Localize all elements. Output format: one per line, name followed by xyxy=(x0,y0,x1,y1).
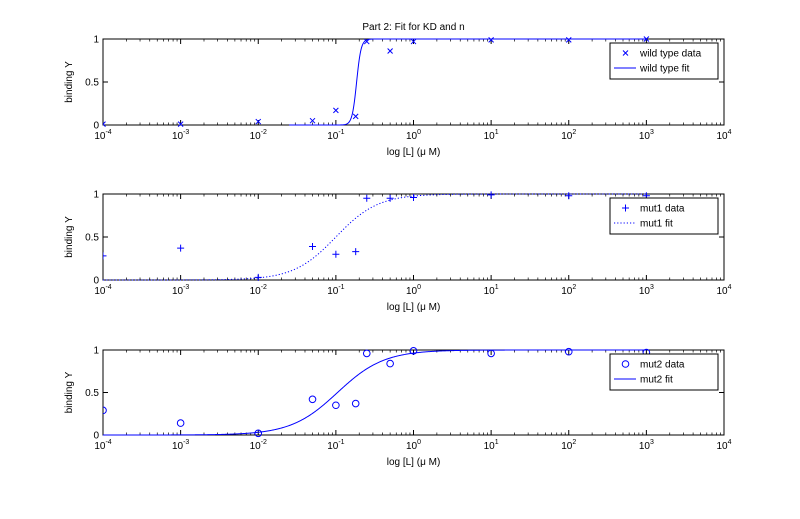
data-point xyxy=(254,429,263,438)
legend-marker-swatch xyxy=(621,360,630,368)
y-axis-label: binding Y xyxy=(64,61,75,103)
data-point xyxy=(410,193,417,201)
x-tick-label: 104 xyxy=(716,129,731,142)
legend: mut1 data mut1 fit xyxy=(609,197,719,235)
legend-label: mut1 data xyxy=(640,204,685,215)
x-tick-label: 10-1 xyxy=(327,439,344,452)
data-point xyxy=(351,399,360,408)
legend-box xyxy=(609,42,719,80)
x-tick-label: 102 xyxy=(561,284,576,297)
x-tick-label: 10-4 xyxy=(94,284,111,297)
x-tick-label: 103 xyxy=(639,284,654,297)
data-point xyxy=(177,121,184,127)
y-tick-label: 0 xyxy=(93,276,99,287)
x-tick-label: 104 xyxy=(716,439,731,452)
data-point xyxy=(103,406,107,415)
x-axis-label: log [L] (μ M) xyxy=(387,457,441,468)
x-tick-label: 103 xyxy=(639,439,654,452)
data-point xyxy=(352,248,360,256)
y-tick-label: 1 xyxy=(93,190,99,201)
y-axis-label: binding Y xyxy=(64,371,75,413)
data-point xyxy=(386,194,394,202)
x-tick-label: 103 xyxy=(639,129,654,142)
data-point xyxy=(386,359,394,368)
data-point xyxy=(176,419,185,427)
chart-panel-2: 10-4 10-3 10-2 10-1 100 101 102 103 104 0 0.5 1 log … xyxy=(64,190,732,314)
x-tick-label: 10-4 xyxy=(94,129,111,142)
legend-marker-swatch xyxy=(622,204,629,212)
fit-line xyxy=(103,349,647,436)
legend: mut2 data mut2 fit xyxy=(609,353,719,391)
x-tick-label: 100 xyxy=(406,284,421,297)
data-point xyxy=(309,117,316,124)
chart-panel-1: 10-4 10-3 10-2 10-1 100 101 102 103 104 0 0.5 1 log … xyxy=(64,22,732,158)
data-point xyxy=(332,250,340,258)
legend-label: mut1 fit xyxy=(640,219,673,230)
data-point xyxy=(103,121,106,127)
x-tick-label: 102 xyxy=(561,439,576,452)
legend-label: mut2 fit xyxy=(640,375,673,386)
data-point xyxy=(177,244,185,252)
legend-box xyxy=(609,197,719,235)
x-tick-label: 10-4 xyxy=(94,439,111,452)
x-tick-label: 100 xyxy=(406,129,421,142)
data-point xyxy=(363,194,371,202)
data-point xyxy=(487,191,495,199)
data-point xyxy=(332,401,340,410)
x-tick-label: 10-3 xyxy=(172,439,189,452)
data-point xyxy=(565,37,572,43)
data-point xyxy=(255,118,262,125)
data-point xyxy=(352,113,359,120)
data-point xyxy=(103,252,107,260)
data-point xyxy=(410,38,417,45)
data-point xyxy=(409,347,418,355)
x-tick-label: 100 xyxy=(406,439,421,452)
x-tick-label: 101 xyxy=(484,284,499,297)
x-tick-label: 102 xyxy=(561,129,576,142)
y-tick-label: 0 xyxy=(93,431,99,442)
fit-line xyxy=(103,193,647,281)
x-tick-label: 101 xyxy=(484,439,499,452)
y-tick-label: 1 xyxy=(93,35,99,46)
legend: wild type data wild type fit xyxy=(609,42,719,80)
x-tick-label: 10-2 xyxy=(250,284,267,297)
x-axis-label: log [L] (μ M) xyxy=(387,147,441,158)
series-group xyxy=(103,191,650,281)
legend-label: mut2 data xyxy=(640,360,685,371)
data-point xyxy=(362,349,371,358)
legend-label: wild type fit xyxy=(639,64,690,75)
x-tick-label: 10-1 xyxy=(327,284,344,297)
y-tick-label: 0 xyxy=(93,121,99,132)
legend-marker-swatch xyxy=(622,50,629,56)
x-tick-label: 10-2 xyxy=(250,439,267,452)
legend-box xyxy=(609,353,719,391)
chart-panel-3: 10-4 10-3 10-2 10-1 100 101 102 103 104 0 0.5 1 log … xyxy=(64,346,732,469)
x-axis-label: log [L] (μ M) xyxy=(387,302,441,313)
fit-line xyxy=(289,38,647,126)
x-tick-label: 10-3 xyxy=(172,129,189,142)
x-tick-label: 104 xyxy=(716,284,731,297)
legend-label: wild type data xyxy=(639,49,702,60)
y-tick-label: 0.5 xyxy=(85,78,99,89)
x-tick-label: 10-1 xyxy=(327,129,344,142)
x-tick-label: 10-3 xyxy=(172,284,189,297)
data-point xyxy=(564,347,573,356)
data-point xyxy=(565,192,573,200)
data-point xyxy=(488,37,494,43)
data-point xyxy=(333,107,339,114)
y-tick-label: 0.5 xyxy=(85,388,99,399)
series-group xyxy=(103,36,650,127)
data-point xyxy=(309,242,317,250)
x-tick-label: 10-2 xyxy=(250,129,267,142)
data-point xyxy=(308,395,317,404)
y-tick-label: 0.5 xyxy=(85,233,99,244)
x-tick-label: 101 xyxy=(484,129,499,142)
y-tick-label: 1 xyxy=(93,346,99,357)
y-axis-label: binding Y xyxy=(64,216,75,258)
chart-title: Part 2: Fit for KD and n xyxy=(362,22,464,33)
data-point xyxy=(387,48,393,54)
